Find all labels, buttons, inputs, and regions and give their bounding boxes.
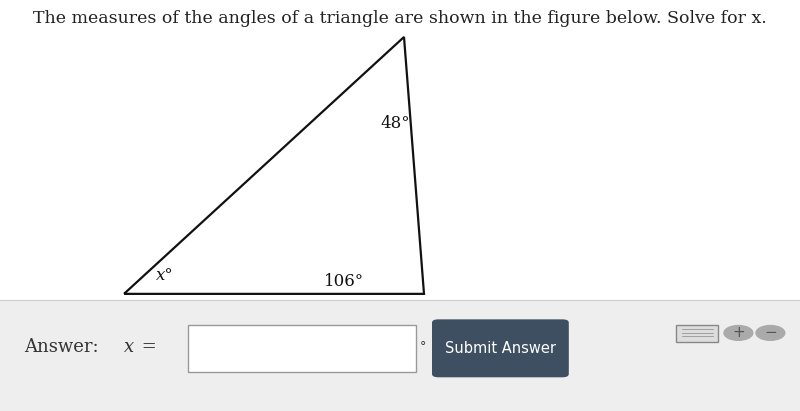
Text: x: x xyxy=(124,338,134,356)
Text: 106°: 106° xyxy=(324,273,364,290)
Text: Submit Answer: Submit Answer xyxy=(445,341,556,356)
FancyBboxPatch shape xyxy=(188,325,416,372)
Circle shape xyxy=(724,326,753,340)
Text: The measures of the angles of a triangle are shown in the figure below. Solve fo: The measures of the angles of a triangle… xyxy=(33,10,767,27)
Text: =: = xyxy=(136,338,157,356)
Circle shape xyxy=(756,326,785,340)
FancyBboxPatch shape xyxy=(432,319,569,377)
Text: 48°: 48° xyxy=(380,115,410,132)
Text: +: + xyxy=(732,326,745,340)
Text: °: ° xyxy=(420,339,426,353)
Text: x°: x° xyxy=(156,267,174,284)
FancyBboxPatch shape xyxy=(0,300,800,411)
FancyBboxPatch shape xyxy=(676,325,718,342)
Text: −: − xyxy=(764,326,777,340)
Text: Answer:: Answer: xyxy=(24,338,110,356)
